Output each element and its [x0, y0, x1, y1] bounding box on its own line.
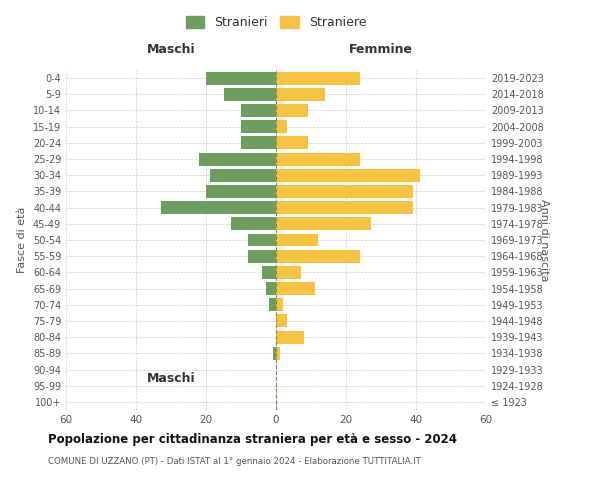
Bar [276, 250, 360, 262]
Bar [276, 72, 360, 85]
Bar [276, 169, 419, 181]
Bar [276, 266, 301, 279]
Y-axis label: Anni di nascita: Anni di nascita [539, 198, 549, 281]
Bar [276, 314, 287, 328]
Bar [276, 120, 287, 133]
Y-axis label: Fasce di età: Fasce di età [17, 207, 27, 273]
Bar [262, 266, 276, 279]
Bar [276, 136, 308, 149]
Bar [241, 120, 276, 133]
Bar [248, 234, 276, 246]
Bar [209, 169, 276, 181]
Bar [161, 201, 276, 214]
Bar [269, 298, 276, 311]
Text: COMUNE DI UZZANO (PT) - Dati ISTAT al 1° gennaio 2024 - Elaborazione TUTTITALIA.: COMUNE DI UZZANO (PT) - Dati ISTAT al 1°… [48, 458, 421, 466]
Bar [248, 250, 276, 262]
Bar [265, 282, 276, 295]
Bar [276, 234, 318, 246]
Bar [199, 152, 276, 166]
Bar [272, 347, 276, 360]
Bar [276, 218, 371, 230]
Text: Maschi: Maschi [146, 44, 196, 57]
Bar [276, 88, 325, 101]
Bar [241, 104, 276, 117]
Bar [230, 218, 276, 230]
Bar [276, 330, 304, 344]
Bar [276, 298, 283, 311]
Bar [206, 185, 276, 198]
Text: Popolazione per cittadinanza straniera per età e sesso - 2024: Popolazione per cittadinanza straniera p… [48, 432, 457, 446]
Bar [223, 88, 276, 101]
Bar [276, 282, 314, 295]
Bar [206, 72, 276, 85]
Bar [276, 152, 360, 166]
Bar [276, 185, 413, 198]
Bar [276, 104, 308, 117]
Legend: Stranieri, Straniere: Stranieri, Straniere [181, 11, 371, 34]
Bar [276, 201, 413, 214]
Text: Maschi: Maschi [146, 372, 196, 385]
Bar [276, 347, 280, 360]
Text: Femmine: Femmine [349, 44, 413, 57]
Bar [241, 136, 276, 149]
